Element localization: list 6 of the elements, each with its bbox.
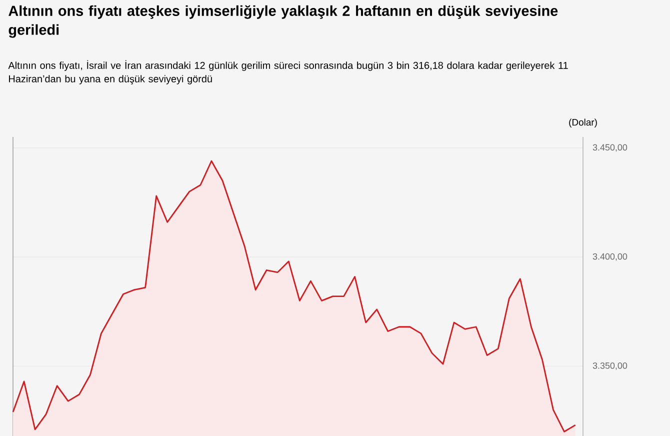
- chart-title: Altının ons fiyatı ateşkes iyimserliğiyle yaklaşık 2 haftanın en düşük seviyesine geriledi: [8, 5, 558, 38]
- y-axis-title: (Dolar): [569, 118, 597, 128]
- y-tick-label: 3.400,00: [592, 253, 628, 261]
- y-tick-label: 3.450,00: [592, 144, 628, 152]
- chart-subtitle: Altının ons fiyatı, İsrail ve İran arasındaki 12 günlük gerilim süreci sonrasında bugün 3 bin 316,18 dolara kadar gerileyerek 11 Haziran’dan bu yana en düşük seviyeyi gördü: [8, 60, 568, 84]
- y-tick-label: 3.350,00: [592, 362, 628, 370]
